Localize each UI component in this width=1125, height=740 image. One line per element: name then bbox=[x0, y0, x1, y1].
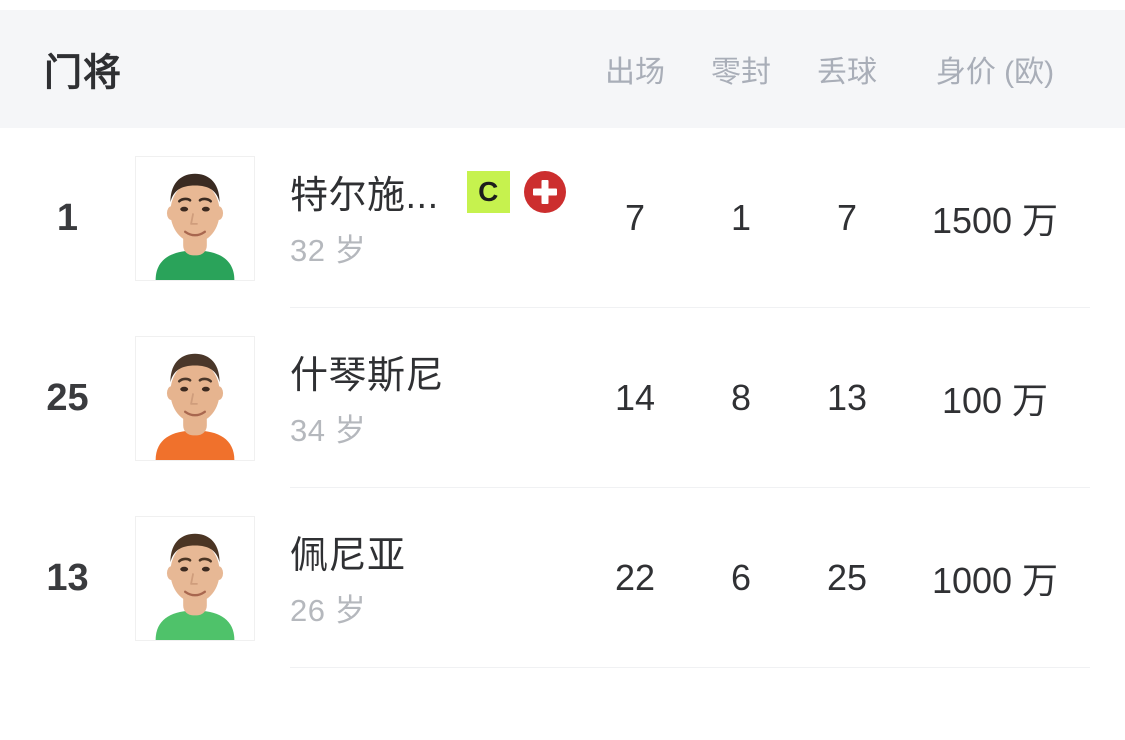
stat-goals-conceded: 25 bbox=[826, 557, 868, 598]
row-divider bbox=[290, 307, 1090, 308]
stat-goals-conceded: 7 bbox=[836, 197, 858, 238]
stat-market-value: 1500 万 bbox=[931, 200, 1059, 241]
column-header-appearances: 出场 bbox=[605, 56, 665, 89]
portrait-image bbox=[136, 156, 254, 280]
jersey-number: 1 bbox=[56, 196, 79, 239]
row-divider bbox=[290, 487, 1090, 488]
player-photo[interactable] bbox=[135, 335, 255, 461]
stat-clean-sheets: 8 bbox=[730, 377, 752, 418]
portrait-image bbox=[136, 516, 254, 640]
photo-frame bbox=[135, 515, 255, 641]
stat-appearances: 22 bbox=[614, 557, 656, 598]
player-info: 佩尼亚 26 岁 bbox=[255, 527, 582, 630]
column-header-goals-conceded: 丢球 bbox=[817, 56, 877, 89]
column-header-market-value: 身价 (欧) bbox=[935, 56, 1055, 89]
player-photo[interactable] bbox=[135, 155, 255, 281]
photo-frame bbox=[135, 155, 255, 281]
player-name[interactable]: 什琴斯尼 bbox=[290, 355, 445, 397]
player-info: 特尔施... C 32 岁 bbox=[255, 167, 582, 270]
column-headers: 出场 零封 丢球 身价 (欧) bbox=[582, 47, 1090, 91]
player-info: 什琴斯尼 34 岁 bbox=[255, 347, 582, 450]
stat-clean-sheets: 6 bbox=[730, 557, 752, 598]
stat-clean-sheets: 1 bbox=[730, 197, 752, 238]
player-name-line: 佩尼亚 bbox=[290, 527, 582, 577]
jersey-number: 25 bbox=[46, 376, 89, 419]
player-list: 1 特尔施... C 32 岁 7 1 7 bbox=[0, 128, 1125, 668]
stat-appearances: 14 bbox=[614, 377, 656, 418]
player-stats: 22 6 25 1000 万 bbox=[582, 552, 1125, 604]
player-age: 26 岁 bbox=[290, 592, 367, 628]
portrait-image bbox=[136, 336, 254, 460]
player-stats: 14 8 13 100 万 bbox=[582, 372, 1125, 424]
captain-badge[interactable]: C bbox=[466, 170, 510, 213]
row-divider bbox=[290, 667, 1090, 668]
table-row[interactable]: 25 什琴斯尼 34 岁 14 8 13 bbox=[0, 308, 1125, 488]
column-header-clean-sheets: 零封 bbox=[711, 56, 771, 89]
section-header: 门将 出场 零封 丢球 身价 (欧) bbox=[0, 10, 1125, 128]
photo-frame bbox=[135, 335, 255, 461]
player-name-line: 什琴斯尼 bbox=[290, 347, 582, 397]
injury-icon[interactable] bbox=[523, 170, 566, 213]
player-age: 34 岁 bbox=[290, 412, 367, 448]
table-row[interactable]: 1 特尔施... C 32 岁 7 1 7 bbox=[0, 128, 1125, 308]
stat-appearances: 7 bbox=[624, 197, 646, 238]
jersey-number: 13 bbox=[46, 556, 89, 599]
player-badges: C bbox=[466, 170, 566, 213]
stat-goals-conceded: 13 bbox=[826, 377, 868, 418]
player-name-line: 特尔施... C bbox=[290, 167, 582, 217]
player-photo[interactable] bbox=[135, 515, 255, 641]
player-age: 32 岁 bbox=[290, 232, 367, 268]
player-name[interactable]: 特尔施... bbox=[290, 175, 439, 217]
player-name[interactable]: 佩尼亚 bbox=[290, 535, 406, 577]
stat-market-value: 100 万 bbox=[941, 380, 1049, 421]
player-stats: 7 1 7 1500 万 bbox=[582, 192, 1125, 244]
page-title: 门将 bbox=[44, 52, 123, 95]
table-row[interactable]: 13 佩尼亚 26 岁 22 6 25 bbox=[0, 488, 1125, 668]
stat-market-value: 1000 万 bbox=[931, 560, 1059, 601]
